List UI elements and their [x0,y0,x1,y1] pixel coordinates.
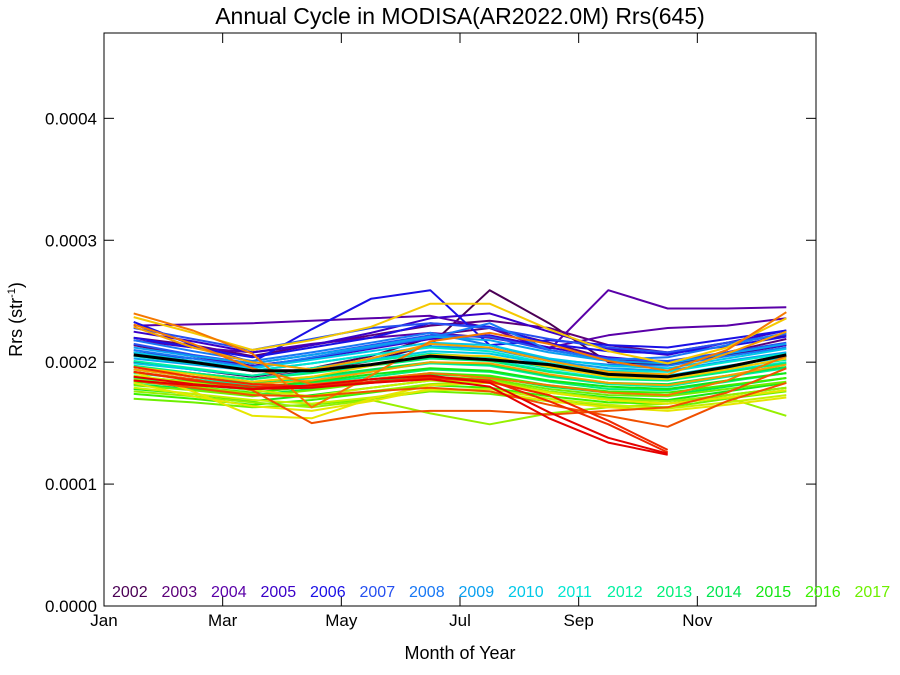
y-axis-label-base: Rrs (str [6,298,26,357]
series-lines [133,289,787,456]
y-axis-label: Rrs (str-1) [6,282,26,357]
legend-item-2010: 2010 [508,584,544,601]
legend-item-2016: 2016 [805,584,841,601]
plot-frame [103,32,817,607]
legend-item-2005: 2005 [261,584,297,601]
y-tick-label-4: 0.0004 [45,109,97,128]
x-tick-label-3: Jul [449,611,471,630]
series-line-extra-21-0 [133,311,787,409]
legend-item-2013: 2013 [657,584,693,601]
legend: 2002 2003 2004 2005 2006 2007 2008 2009 2010 2011… [112,584,890,601]
series-line-2013-0 [133,357,787,382]
y-tick-label-3: 0.0003 [45,231,97,250]
series-line-extra-22-1 [133,379,787,428]
x-tick-label-4: Sep [564,611,594,630]
legend-item-2003: 2003 [162,584,198,601]
series-line-2008-0 [133,322,787,368]
x-tick-label-0: Jan [90,611,117,630]
y-axis-label-close: ) [6,282,26,288]
series-line-extra-20-0 [133,325,787,376]
series-line-2016-0 [133,372,787,394]
series-line-extra-23-1 [133,370,669,454]
legend-item-2004: 2004 [211,584,247,601]
legend-item-2008: 2008 [409,584,445,601]
x-tick-label-5: Nov [682,611,713,630]
legend-item-2012: 2012 [607,584,643,601]
y-axis-label-superscript: -1 [6,288,18,298]
legend-item-2015: 2015 [756,584,792,601]
y-tick-label-0: 0.0000 [45,597,97,616]
series-line-extra-19-0 [133,302,787,365]
chart-title: Annual Cycle in MODISA(AR2022.0M) Rrs(64… [215,3,705,29]
axes: Jan Mar May Jul Sep Nov 0.0000 0.0001 0.0002 0.00… [45,33,816,630]
y-tick-label-1: 0.0001 [45,475,97,494]
series-line-2004-0 [133,289,787,351]
x-tick-label-2: May [325,611,358,630]
legend-item-2002: 2002 [112,584,148,601]
legend-item-2011: 2011 [558,584,593,601]
series-line-2012-1 [133,362,787,388]
legend-item-2006: 2006 [310,584,346,601]
legend-item-2014: 2014 [706,584,742,601]
legend-item-2009: 2009 [459,584,495,601]
series-line-extra-18-0 [133,370,787,420]
x-axis-label: Month of Year [404,643,515,663]
y-tick-label-2: 0.0002 [45,353,97,372]
series-line-extra-24-1 [133,378,668,456]
x-tick-label-1: Mar [208,611,238,630]
series-line-extra-25-0 [133,353,787,379]
legend-item-2007: 2007 [360,584,396,601]
series-line-extra-21-1 [133,323,787,397]
legend-item-2017: 2017 [855,584,891,601]
series-line-extra-19-1 [133,353,787,383]
series-line-2015-0 [133,367,787,390]
